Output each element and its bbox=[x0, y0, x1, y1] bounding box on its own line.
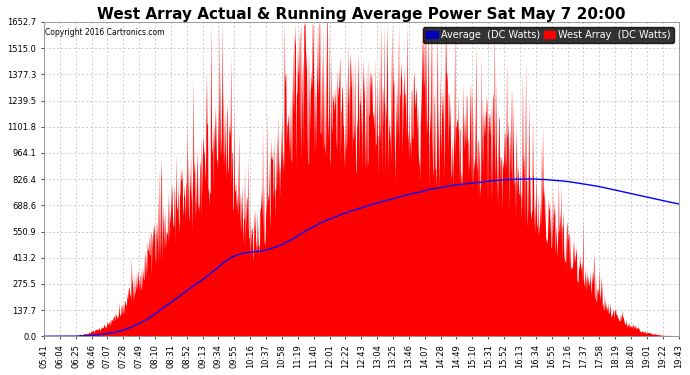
Legend: Average  (DC Watts), West Array  (DC Watts): Average (DC Watts), West Array (DC Watts… bbox=[423, 27, 673, 43]
Title: West Array Actual & Running Average Power Sat May 7 20:00: West Array Actual & Running Average Powe… bbox=[97, 7, 626, 22]
Text: Copyright 2016 Cartronics.com: Copyright 2016 Cartronics.com bbox=[46, 28, 165, 37]
